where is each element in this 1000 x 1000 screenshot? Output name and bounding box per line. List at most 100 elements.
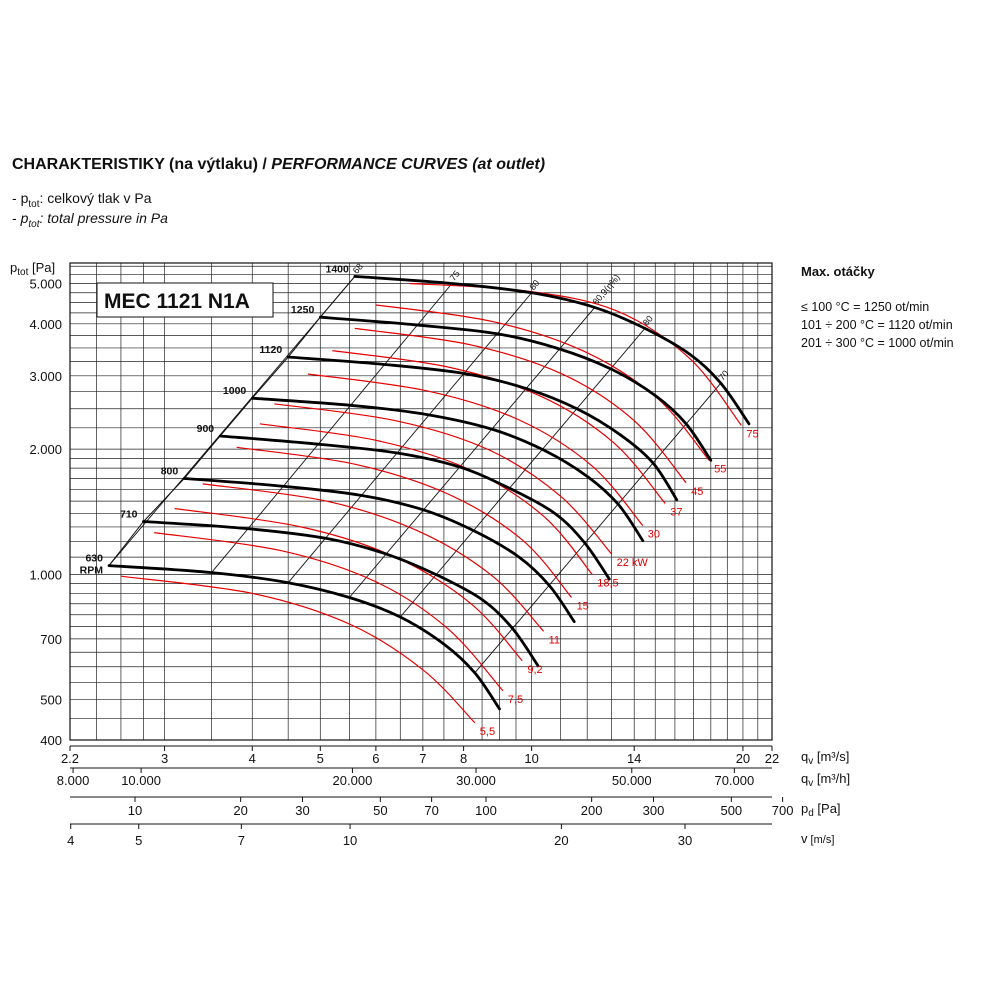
x-tick-label: 50 xyxy=(373,803,387,818)
x-tick-label: 3 xyxy=(161,751,168,766)
x-tick-label: 20.000 xyxy=(333,773,373,788)
x-tick-label: 50.000 xyxy=(612,773,652,788)
efficiency-line xyxy=(211,283,453,573)
title-czech: CHARAKTERISTIKY (na výtlaku) / xyxy=(12,156,272,173)
rpm-curve xyxy=(142,520,540,667)
rpm-label: 1250 xyxy=(291,304,315,316)
rpm-curve xyxy=(218,434,611,581)
legend-symbol: p xyxy=(20,190,29,206)
rpm-label: 1120 xyxy=(259,344,282,356)
x-axis-label: v [m/s] xyxy=(801,831,834,846)
x-tick-label: 22 xyxy=(765,751,779,766)
max-speed-line-2: 101 ÷ 200 °C = 1120 ot/min xyxy=(801,318,953,332)
legend-total-pressure-cz: - ptot: celkový tlak v Pa xyxy=(12,190,152,210)
x-tick-label: 20 xyxy=(233,803,247,818)
rpm-label: 1400 xyxy=(325,263,349,275)
x-tick-label: 70 xyxy=(424,803,438,818)
x-tick-label: 700 xyxy=(772,803,794,818)
rpm-label: 630 xyxy=(85,553,103,565)
x-tick-label: 70.000 xyxy=(714,773,754,788)
power-label: 37 xyxy=(670,507,682,519)
efficiency-label: 70 xyxy=(717,368,731,382)
rpm-curve xyxy=(286,355,679,502)
y-tick-label: 1.000 xyxy=(29,567,62,582)
power-curve xyxy=(307,373,644,526)
legend-symbol: p xyxy=(20,210,29,226)
x-tick-label: 5 xyxy=(317,751,324,766)
power-label: 9,2 xyxy=(527,664,542,676)
power-curve xyxy=(154,532,504,692)
x-tick-label: 4 xyxy=(249,751,256,766)
rpm-curve xyxy=(182,477,576,623)
power-label: 15 xyxy=(577,600,589,612)
max-speed-line-3: 201 ÷ 300 °C = 1000 ot/min xyxy=(801,336,954,350)
x-tick-label: 6 xyxy=(372,751,379,766)
power-curve xyxy=(202,483,545,632)
x-tick-label: 7 xyxy=(419,751,426,766)
legend-text: : total pressure in Pa xyxy=(39,210,168,226)
x-tick-label: 8.000 xyxy=(57,773,90,788)
legend-prefix: - xyxy=(12,190,21,206)
power-label: 18,5 xyxy=(597,577,618,589)
title-english: PERFORMANCE CURVES (at outlet) xyxy=(271,156,546,173)
power-label: 5,5 xyxy=(480,726,495,738)
x-tick-label: 7 xyxy=(238,833,245,848)
max-speed-title: Max. otáčky xyxy=(801,264,875,279)
x-tick-label: 5 xyxy=(135,833,142,848)
legend-prefix: - xyxy=(12,210,21,226)
x-tick-label: 200 xyxy=(581,803,603,818)
power-curve xyxy=(174,507,523,662)
power-curve xyxy=(354,327,687,484)
y-tick-label: 4.000 xyxy=(29,317,62,332)
start-boundary-line xyxy=(108,276,356,566)
x-tick-label: 30 xyxy=(678,833,692,848)
power-label: 11 xyxy=(549,634,560,646)
max-speed-line-1: ≤ 100 °C = 1250 ot/min xyxy=(801,300,930,314)
y-tick-label: 400 xyxy=(40,733,62,748)
x-tick-label: 4 xyxy=(67,833,74,848)
chart-title: CHARAKTERISTIKY (na výtlaku) / PERFORMAN… xyxy=(12,156,545,174)
power-label: 45 xyxy=(691,486,703,498)
y-tick-label: 5.000 xyxy=(29,276,62,291)
y-tick-label: 2.000 xyxy=(29,442,62,457)
efficiency-line xyxy=(349,307,596,598)
power-label: 55 xyxy=(714,463,726,475)
rpm-curve xyxy=(107,564,501,711)
x-axis-label: qv [m³/s] xyxy=(801,749,849,767)
x-tick-label: 10 xyxy=(524,751,538,766)
rpm-curve xyxy=(250,396,645,543)
x-tick-label: 100 xyxy=(475,803,497,818)
power-label: 30 xyxy=(648,529,660,541)
x-tick-label: 300 xyxy=(643,803,665,818)
power-curve xyxy=(332,350,666,504)
x-tick-label: 8 xyxy=(460,751,467,766)
y-tick-label: 700 xyxy=(40,632,62,647)
x-tick-label: 2.2 xyxy=(61,751,79,766)
power-curve xyxy=(236,446,573,598)
efficiency-line xyxy=(287,292,532,583)
power-label: 75 xyxy=(746,428,758,440)
x-tick-label: 10.000 xyxy=(121,773,161,788)
efficiency-label: 80,9(η%) xyxy=(591,272,622,306)
rpm-label: 900 xyxy=(197,423,215,435)
rpm-label: 710 xyxy=(120,508,138,520)
efficiency-label: 80 xyxy=(641,314,655,328)
x-tick-label: 30.000 xyxy=(456,773,496,788)
power-curve xyxy=(259,423,593,575)
x-tick-label: 10 xyxy=(128,803,142,818)
y-axis-label: ptot [Pa] xyxy=(10,260,55,278)
model-label: MEC 1121 N1A xyxy=(104,290,250,313)
legend-subscript: tot xyxy=(28,198,40,210)
power-label: 22 kW xyxy=(617,557,649,569)
power-curve xyxy=(120,575,476,724)
legend-total-pressure-en: - ptot: total pressure in Pa xyxy=(12,210,168,230)
rpm-curve xyxy=(353,275,751,426)
efficiency-line xyxy=(474,382,722,674)
x-tick-label: 10 xyxy=(343,833,357,848)
x-axis-label: qv [m³/h] xyxy=(801,771,850,789)
rpm-label: 1000 xyxy=(223,385,247,397)
plot-frame xyxy=(69,262,773,741)
rpm-unit-label: RPM xyxy=(80,565,104,577)
rpm-label: 800 xyxy=(161,465,179,477)
